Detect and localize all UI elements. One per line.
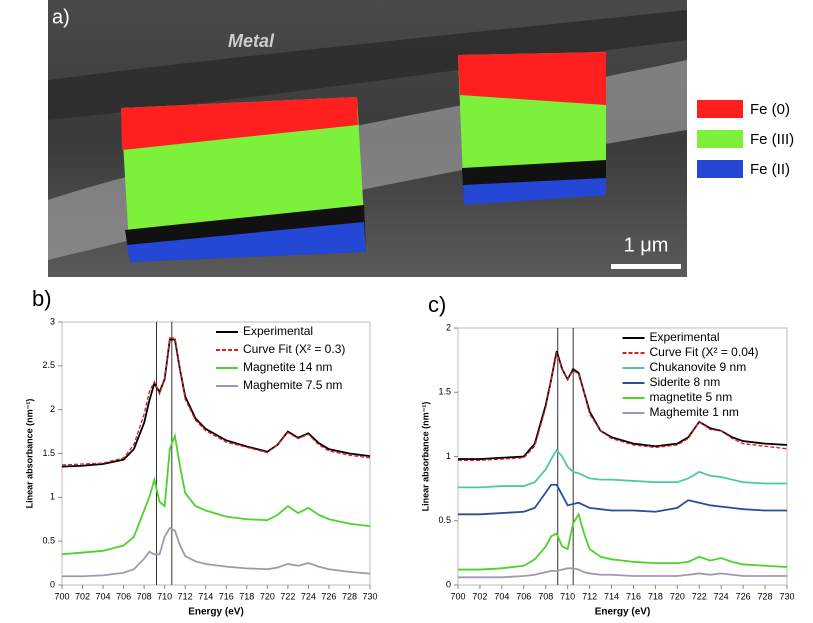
y-axis-label: Linear absorbance (nm⁻¹) <box>420 402 430 512</box>
x-tick-label: 712 <box>582 591 597 601</box>
legend-swatch <box>697 100 743 118</box>
y-tick-label: 0 <box>446 579 451 589</box>
x-tick-label: 706 <box>116 591 131 601</box>
x-tick-label: 708 <box>137 591 152 601</box>
legend-label: magnetite 5 nm <box>650 390 733 404</box>
x-tick-label: 720 <box>670 591 685 601</box>
legend-label: Chukanovite 9 nm <box>650 360 747 374</box>
panel-label: c) <box>428 292 446 317</box>
x-tick-label: 728 <box>758 591 773 601</box>
x-tick-label: 710 <box>560 591 575 601</box>
series-line <box>62 526 371 578</box>
legend-swatch <box>697 130 743 148</box>
x-tick-label: 728 <box>342 591 357 601</box>
x-tick-label: 718 <box>648 591 663 601</box>
legend-label: Curve Fit (X² = 0.04) <box>650 345 759 359</box>
series-line <box>61 338 371 468</box>
panel-label: b) <box>32 286 52 311</box>
x-tick-label: 730 <box>779 591 794 601</box>
legend-label: Curve Fit (X² = 0.3) <box>243 342 345 356</box>
y-tick-label: 0.5 <box>42 536 55 546</box>
x-tick-label: 716 <box>626 591 641 601</box>
y-tick-label: 0 <box>50 579 55 589</box>
legend-label: Fe (II) <box>750 161 790 178</box>
series-line <box>458 567 787 579</box>
x-tick-label: 722 <box>280 591 295 601</box>
x-tick-label: 718 <box>239 591 254 601</box>
x-tick-label: 726 <box>736 591 751 601</box>
y-tick-label: 1 <box>50 492 55 502</box>
legend-label: Experimental <box>243 324 313 338</box>
x-tick-label: 730 <box>362 591 377 601</box>
y-tick-label: 0.5 <box>438 515 451 525</box>
series-line <box>61 337 371 466</box>
x-tick-label: 708 <box>538 591 553 601</box>
x-tick-label: 720 <box>260 591 275 601</box>
x-tick-label: 716 <box>219 591 234 601</box>
y-tick-label: 3 <box>50 316 55 326</box>
y-tick-label: 2 <box>50 404 55 414</box>
x-axis-label: Energy (eV) <box>188 607 244 618</box>
y-tick-label: 2 <box>446 322 451 332</box>
panel-label: a) <box>52 6 70 28</box>
y-tick-label: 1.5 <box>438 387 451 397</box>
x-tick-label: 700 <box>54 591 69 601</box>
legend-label: Maghemite 7.5 nm <box>243 378 342 392</box>
x-tick-label: 722 <box>692 591 707 601</box>
x-tick-label: 700 <box>450 591 465 601</box>
legend-swatch <box>697 160 743 178</box>
x-tick-label: 704 <box>494 591 509 601</box>
legend-label: Fe (0) <box>750 101 790 118</box>
x-tick-label: 710 <box>157 591 172 601</box>
x-tick-label: 724 <box>301 591 316 601</box>
x-tick-label: 726 <box>321 591 336 601</box>
x-tick-label: 714 <box>198 591 213 601</box>
series-line <box>458 512 788 571</box>
y-tick-label: 1.5 <box>42 448 55 458</box>
legend-label: Maghemite 1 nm <box>650 405 739 419</box>
x-tick-label: 714 <box>604 591 619 601</box>
x-tick-label: 706 <box>516 591 531 601</box>
x-tick-label: 712 <box>178 591 193 601</box>
micrograph <box>48 0 687 277</box>
x-tick-label: 724 <box>714 591 729 601</box>
scale-bar-label: 1 μm <box>624 234 669 256</box>
x-axis-label: Energy (eV) <box>595 607 651 618</box>
legend-label: Siderite 8 nm <box>650 375 721 389</box>
legend-label: Magnetite 14 nm <box>243 360 332 374</box>
y-tick-label: 2.5 <box>42 360 55 370</box>
x-tick-label: 702 <box>472 591 487 601</box>
legend-label: Fe (III) <box>750 131 794 148</box>
legend-label: Experimental <box>650 330 720 344</box>
y-tick-label: 1 <box>446 451 451 461</box>
y-axis-label: Linear absorbance (nm⁻¹) <box>24 399 34 509</box>
series-line <box>458 351 788 462</box>
series-line <box>458 483 787 516</box>
region-label: Metal <box>228 31 275 51</box>
x-tick-label: 702 <box>75 591 90 601</box>
series-line <box>61 432 371 556</box>
series-line <box>458 448 787 489</box>
x-tick-label: 704 <box>96 591 111 601</box>
